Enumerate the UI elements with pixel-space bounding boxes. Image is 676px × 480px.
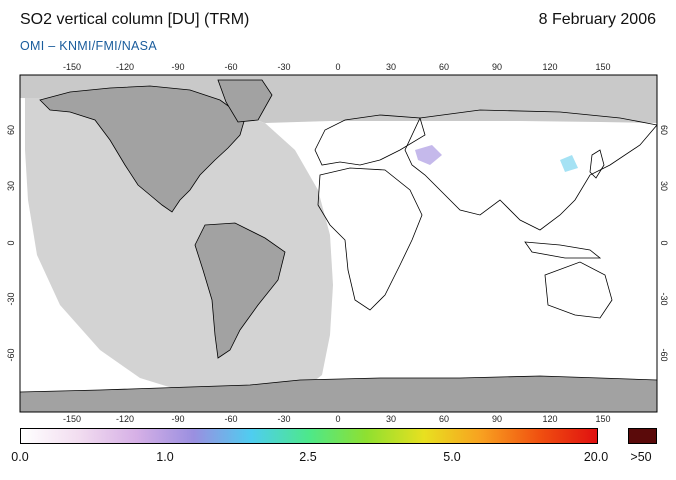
lon-tick-top: 150 bbox=[595, 62, 611, 72]
lon-tick-bottom: 30 bbox=[385, 414, 397, 424]
lon-tick-top: -150 bbox=[62, 62, 82, 72]
lat-tick-left: 0 bbox=[6, 240, 16, 246]
colorbar-overflow-label: >50 bbox=[630, 450, 652, 464]
lat-tick-right: 0 bbox=[659, 240, 669, 246]
so2-signal bbox=[560, 155, 578, 172]
lon-tick-top: -60 bbox=[224, 62, 238, 72]
colorbar bbox=[20, 428, 598, 444]
lon-tick-top: 90 bbox=[491, 62, 503, 72]
lon-tick-top: 60 bbox=[438, 62, 450, 72]
lon-tick-bottom: 90 bbox=[491, 414, 503, 424]
lat-tick-right: -30 bbox=[659, 292, 669, 306]
lon-tick-bottom: -90 bbox=[171, 414, 185, 424]
data-credit: OMI – KNMI/FMI/NASA bbox=[20, 39, 157, 53]
lat-tick-right: 60 bbox=[659, 124, 669, 136]
lon-tick-top: -90 bbox=[171, 62, 185, 72]
europe bbox=[314, 114, 426, 166]
japan bbox=[589, 149, 605, 179]
map-frame bbox=[19, 74, 658, 413]
lon-tick-bottom: -120 bbox=[115, 414, 135, 424]
colorbar-label: 0.0 bbox=[11, 450, 29, 464]
africa bbox=[317, 167, 423, 311]
lon-tick-top: -120 bbox=[115, 62, 135, 72]
lon-tick-bottom: 120 bbox=[542, 414, 558, 424]
lat-tick-left: -60 bbox=[6, 348, 16, 362]
lat-tick-right: -60 bbox=[659, 348, 669, 362]
lon-tick-top: -30 bbox=[277, 62, 291, 72]
south-america bbox=[194, 222, 286, 359]
colorbar-overflow-swatch bbox=[628, 428, 657, 444]
lon-tick-bottom: 150 bbox=[595, 414, 611, 424]
lon-tick-bottom: 60 bbox=[438, 414, 450, 424]
no-data-night bbox=[25, 98, 333, 396]
map-title: SO2 vertical column [DU] (TRM) bbox=[20, 11, 250, 28]
so2-signal bbox=[415, 145, 442, 165]
lon-tick-bottom: -60 bbox=[224, 414, 238, 424]
colorbar-label: 20.0 bbox=[583, 450, 609, 464]
lon-tick-top: 120 bbox=[542, 62, 558, 72]
antarctica bbox=[20, 375, 657, 412]
lon-tick-bottom: -30 bbox=[277, 414, 291, 424]
no-data-north bbox=[20, 75, 657, 123]
map-date: 8 February 2006 bbox=[538, 11, 656, 28]
lon-tick-bottom: 0 bbox=[335, 414, 341, 424]
lon-tick-top: 30 bbox=[385, 62, 397, 72]
lat-tick-left: -30 bbox=[6, 292, 16, 306]
colorbar-label: 1.0 bbox=[156, 450, 174, 464]
lat-tick-left: 60 bbox=[6, 124, 16, 136]
lat-tick-right: 30 bbox=[659, 180, 669, 192]
lon-tick-top: 0 bbox=[335, 62, 341, 72]
australia bbox=[544, 261, 613, 319]
greenland bbox=[217, 79, 273, 123]
lat-tick-left: 30 bbox=[6, 180, 16, 192]
asia bbox=[404, 109, 657, 231]
lon-tick-bottom: -150 bbox=[62, 414, 82, 424]
colorbar-label: 2.5 bbox=[299, 450, 317, 464]
north-america bbox=[39, 85, 246, 213]
indonesia bbox=[524, 241, 602, 259]
colorbar-label: 5.0 bbox=[443, 450, 461, 464]
